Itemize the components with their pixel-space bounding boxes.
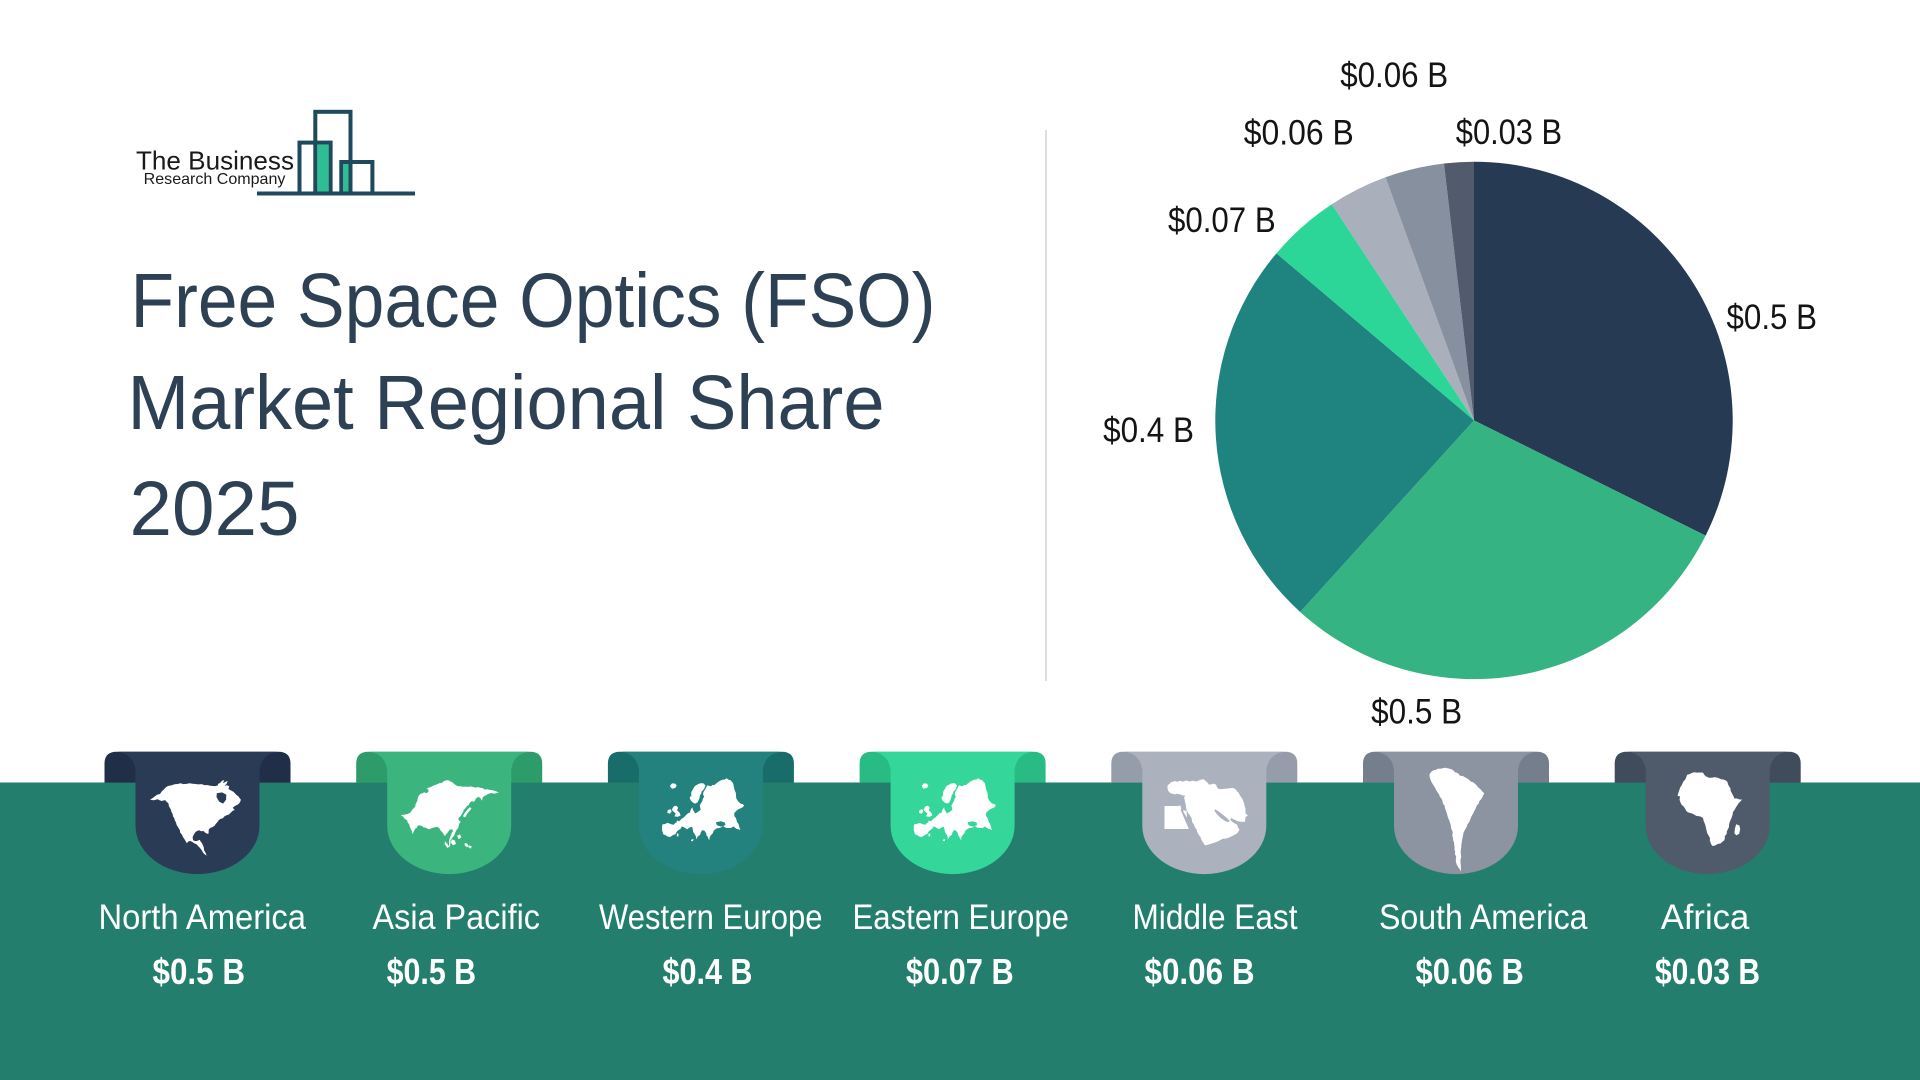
svg-text:Africa: Africa	[1661, 898, 1750, 937]
svg-text:$0.5 B: $0.5 B	[387, 951, 477, 992]
svg-text:Research Company: Research Company	[144, 171, 286, 188]
svg-text:$0.06 B: $0.06 B	[1416, 951, 1524, 992]
svg-text:$0.03 B: $0.03 B	[1456, 113, 1562, 152]
svg-text:2025: 2025	[130, 466, 300, 552]
svg-text:North America: North America	[99, 898, 307, 937]
svg-text:$0.4 B: $0.4 B	[1103, 411, 1194, 450]
svg-text:South America: South America	[1379, 898, 1588, 937]
svg-text:$0.06 B: $0.06 B	[1340, 56, 1448, 95]
svg-text:$0.5 B: $0.5 B	[153, 951, 246, 992]
svg-text:$0.06 B: $0.06 B	[1244, 113, 1354, 152]
svg-text:$0.5 B: $0.5 B	[1371, 692, 1462, 731]
svg-text:Market Regional Share: Market Regional Share	[128, 360, 885, 446]
svg-text:Middle East: Middle East	[1133, 898, 1298, 937]
svg-text:Eastern Europe: Eastern Europe	[853, 898, 1070, 937]
svg-text:$0.07 B: $0.07 B	[906, 951, 1014, 992]
svg-text:$0.5 B: $0.5 B	[1727, 298, 1818, 337]
svg-text:$0.03 B: $0.03 B	[1655, 951, 1760, 992]
svg-text:$0.4 B: $0.4 B	[663, 951, 753, 992]
svg-text:The Business: The Business	[136, 146, 294, 176]
svg-text:$0.07 B: $0.07 B	[1168, 201, 1276, 240]
svg-text:$0.06 B: $0.06 B	[1145, 951, 1255, 992]
svg-text:Western Europe: Western Europe	[599, 898, 823, 937]
svg-text:Asia Pacific: Asia Pacific	[373, 898, 541, 937]
svg-text:Free Space Optics (FSO): Free Space Optics (FSO)	[131, 258, 936, 344]
